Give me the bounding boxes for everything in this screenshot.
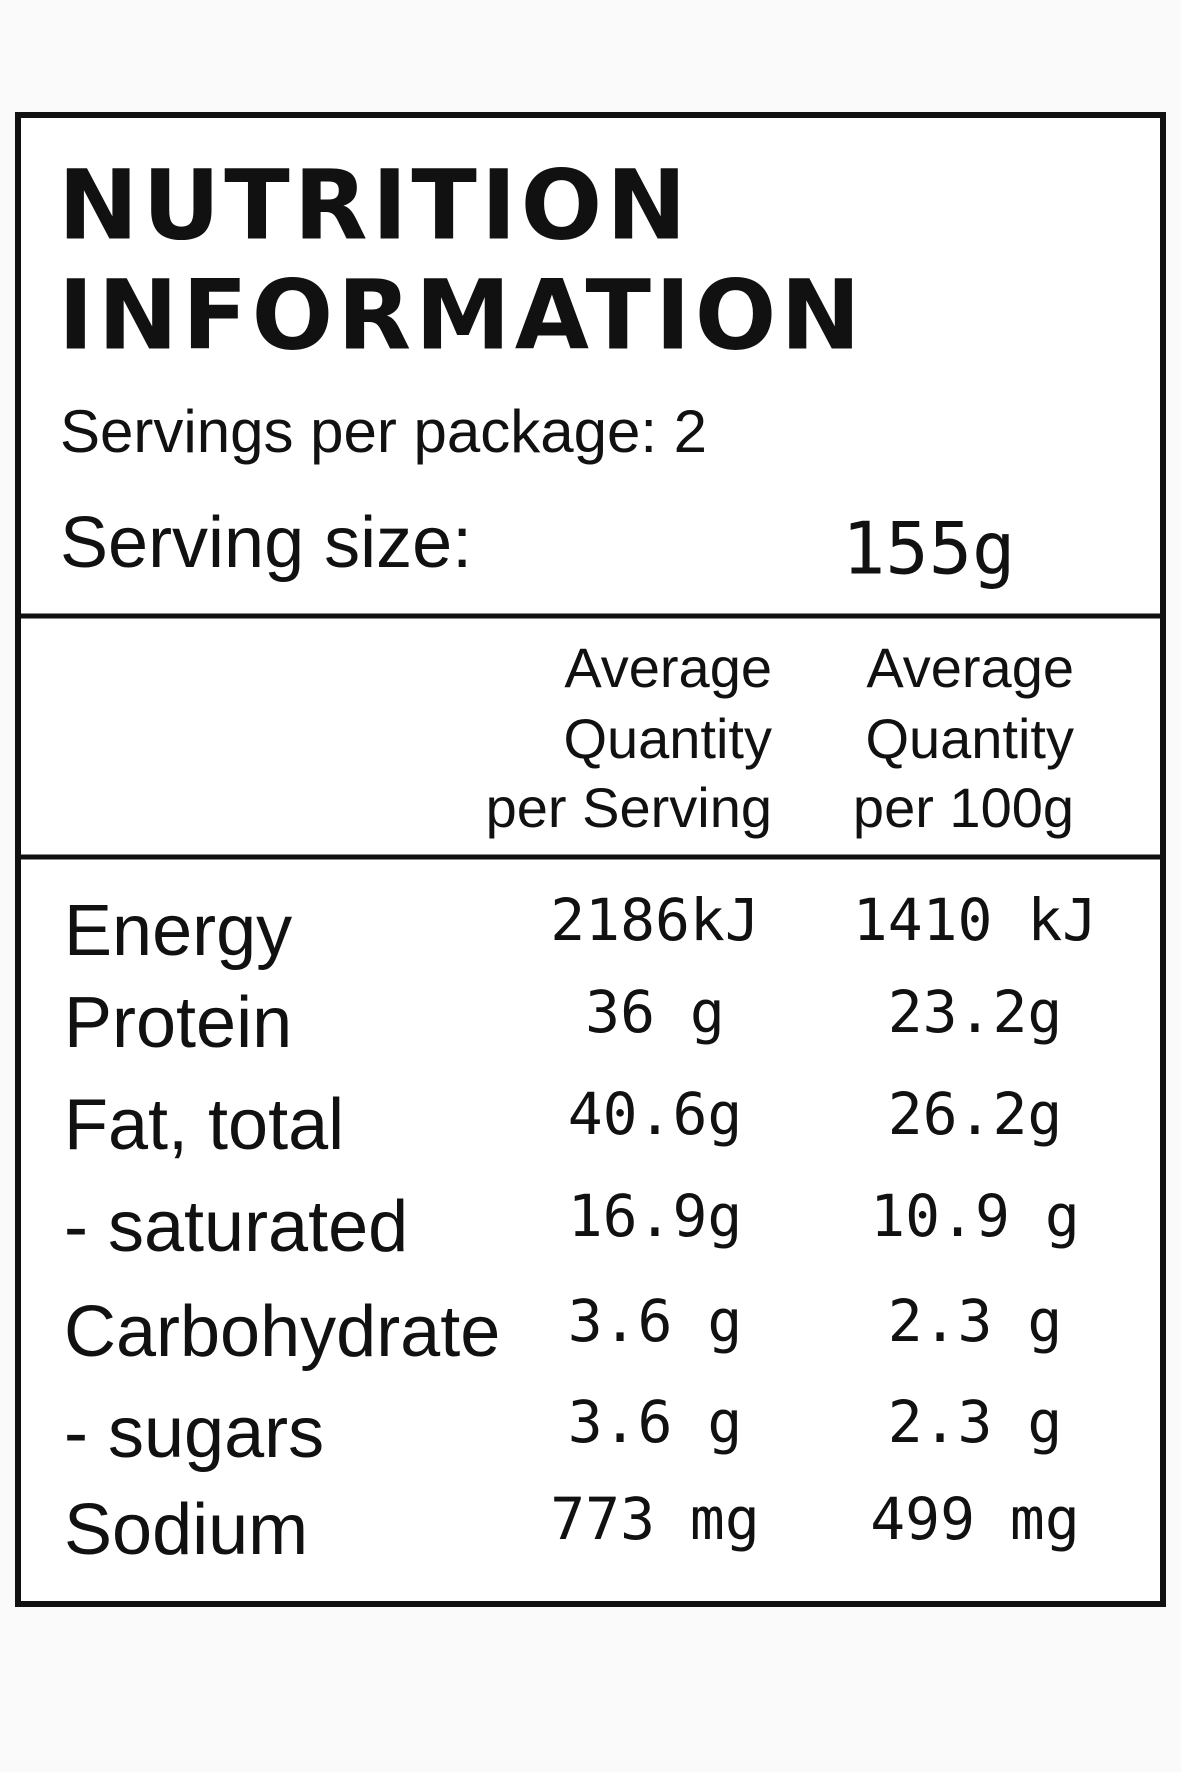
serving-size-label: Serving size: [60, 503, 472, 583]
servings: Servings per package: 2 [60, 398, 707, 465]
nutrient-value: 1410 kJ [853, 886, 1097, 954]
column-header: Quantity [563, 707, 772, 770]
nutrient-value: 23.2g [888, 978, 1063, 1046]
nutrient-label: - saturated [64, 1187, 408, 1267]
nutrient-label: - sugars [64, 1393, 324, 1473]
nutrient-value: 36 g [585, 978, 725, 1046]
nutrient-value: 3.6 g [568, 1287, 743, 1355]
nutrient-value: 3.6 g [568, 1388, 743, 1456]
nutrient-value: 773 mg [550, 1485, 760, 1553]
nutrient-value: 16.9g [568, 1182, 743, 1250]
title: INFORMATION [58, 259, 865, 371]
nutrient-value: 2186kJ [550, 886, 760, 954]
title: NUTRITION [58, 149, 691, 261]
nutrient-value: 499 mg [870, 1485, 1080, 1553]
column-header: per 100g [853, 776, 1074, 839]
nutrient-value: 40.6g [568, 1080, 743, 1148]
nutrient-label: Protein [64, 983, 292, 1063]
column-header: Average [564, 636, 772, 699]
nutrient-value: 26.2g [888, 1080, 1063, 1148]
serving-size-value: 155g [842, 507, 1015, 591]
nutrient-label: Energy [64, 891, 292, 971]
nutrient-label: Sodium [64, 1490, 308, 1570]
nutrient-value: 10.9 g [870, 1182, 1080, 1250]
column-header: Average [866, 636, 1074, 699]
column-header: Quantity [865, 707, 1074, 770]
column-header: per Serving [486, 776, 772, 839]
nutrient-label: Carbohydrate [64, 1292, 500, 1372]
nutrient-value: 2.3 g [888, 1388, 1063, 1456]
nutrient-label: Fat, total [64, 1085, 344, 1165]
nutrient-value: 2.3 g [888, 1287, 1063, 1355]
